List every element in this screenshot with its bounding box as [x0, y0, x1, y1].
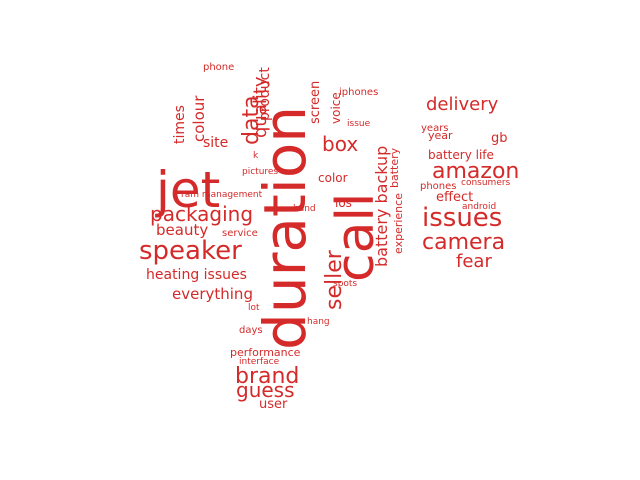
word-fear: fear — [456, 251, 492, 272]
word-performance: performance — [230, 346, 301, 359]
word-user: user — [259, 397, 288, 412]
word-seller: seller — [322, 249, 347, 310]
word-brand: brand — [235, 364, 299, 389]
word-camera: camera — [422, 230, 505, 255]
word-battery-life: battery life — [428, 148, 494, 162]
word-pictures: pictures — [242, 167, 278, 177]
word-product: product — [257, 67, 273, 121]
word-duration: duration — [251, 106, 319, 350]
word-colour: colour — [190, 95, 208, 142]
word-times: times — [172, 105, 188, 144]
word-heating-issues: heating issues — [146, 267, 247, 283]
word-years: years — [421, 123, 449, 134]
word-call: call — [326, 193, 386, 282]
word-data: data — [239, 95, 264, 145]
word-battery: battery — [388, 147, 401, 188]
word-hand: hand — [293, 204, 316, 214]
word-k: k — [253, 151, 259, 161]
word-interface: interface — [239, 357, 280, 367]
word-screen: screen — [308, 81, 323, 124]
word-guess: guess — [236, 378, 295, 402]
word-service: service — [222, 228, 258, 239]
word-lot: lot — [248, 303, 260, 313]
word-ram-management: ram management — [181, 190, 263, 200]
word-android: android — [462, 202, 496, 212]
word-beauty: beauty — [156, 221, 208, 239]
word-battery-backup: battery backup — [372, 146, 391, 267]
word-amazon: amazon — [432, 159, 519, 184]
word-iphones: iphones — [339, 87, 378, 98]
word-jet: jet — [155, 161, 220, 219]
word-gb: gb — [491, 131, 508, 146]
word-consumers: consumers — [461, 178, 511, 188]
word-issue: issue — [347, 119, 371, 129]
word-spots: spots — [333, 279, 357, 289]
word-speaker: speaker — [139, 236, 242, 266]
word-box: box — [322, 132, 358, 156]
word-days: days — [239, 325, 263, 336]
word-phone: phone — [203, 62, 234, 73]
word-everything: everything — [172, 285, 253, 303]
word-ios: ios — [335, 196, 352, 210]
word-experience: experience — [392, 193, 405, 254]
word-packaging: packaging — [150, 202, 253, 226]
word-phones: phones — [420, 181, 457, 192]
word-effect: effect — [436, 190, 473, 205]
word-year: year — [428, 129, 453, 142]
word-hang: hang — [307, 317, 330, 327]
word-color: color — [318, 171, 348, 185]
word-site: site — [203, 135, 228, 151]
word-issues: issues — [422, 203, 502, 233]
word-quality: quality — [250, 76, 271, 138]
word-voice: voice — [329, 92, 343, 124]
word-delivery: delivery — [426, 94, 499, 115]
